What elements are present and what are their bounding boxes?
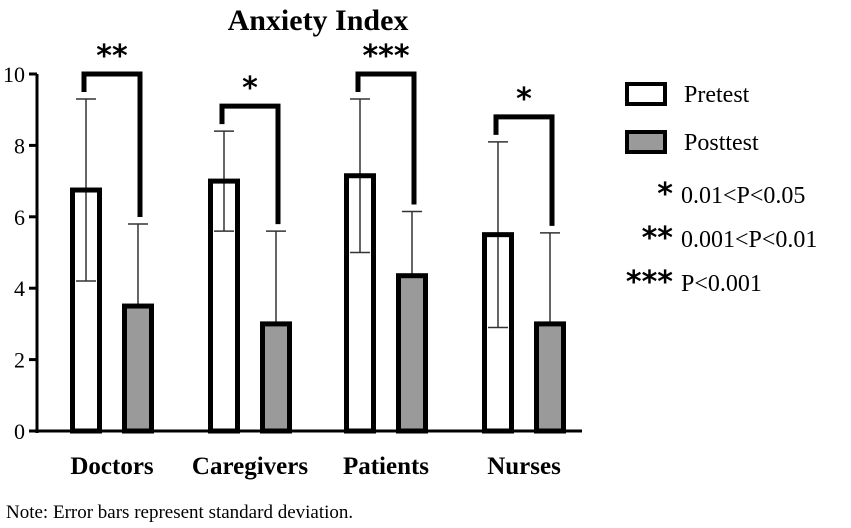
significance-stars: *	[242, 71, 258, 106]
legend-significance-stars: **	[642, 221, 674, 256]
footnote: Note: Error bars represent standard devi…	[6, 502, 353, 523]
y-tick-label: 6	[14, 205, 25, 230]
bar-pretest-patients	[344, 173, 376, 434]
significance-bracket	[355, 71, 417, 205]
significance-bracket	[493, 114, 555, 226]
legend-significance-label: 0.001<P<0.01	[681, 227, 817, 253]
significance-stars: *	[516, 82, 532, 117]
legend-label: Pretest	[684, 82, 750, 108]
x-category-label: Nurses	[487, 453, 561, 480]
chart-title: Anxiety Index	[228, 4, 409, 37]
legend-swatch-posttest	[625, 130, 667, 154]
significance-stars: ***	[362, 39, 409, 74]
bar-pretest-nurses	[482, 232, 514, 434]
legend-swatch-pretest	[625, 82, 667, 106]
y-tick-label: 8	[14, 133, 25, 158]
bar-posttest-doctors	[122, 303, 154, 434]
x-category-label: Doctors	[70, 453, 154, 480]
x-category-label: Patients	[343, 453, 429, 480]
legend-significance-label: P<0.001	[681, 271, 762, 297]
legend: Pretest Posttest * 0.01<P<0.05 ** 0.001<P<0.0…	[625, 82, 817, 300]
significance-stars: **	[96, 39, 128, 74]
bar-posttest-caregivers	[260, 321, 292, 434]
y-tick-label: 4	[14, 276, 25, 301]
significance-bracket	[219, 103, 281, 225]
bar-pretest-caregivers	[208, 178, 240, 434]
significance-bracket	[81, 71, 143, 217]
y-tick-label: 0	[14, 419, 25, 444]
bar-posttest-nurses	[534, 321, 566, 434]
bar-posttest-patients	[396, 273, 428, 434]
legend-significance-label: 0.01<P<0.05	[681, 183, 805, 209]
y-tick-label: 2	[14, 348, 25, 373]
legend-significance-stars: ***	[626, 265, 673, 300]
plot-area: 0 2 4 6 8 10 ** Doctors * Caregivers *** Patients * N…	[3, 39, 582, 480]
legend-significance-stars: *	[657, 177, 673, 212]
legend-label: Posttest	[684, 130, 759, 156]
x-category-label: Caregivers	[192, 453, 308, 480]
bar-pretest-doctors	[70, 187, 102, 434]
y-tick-label: 10	[3, 62, 25, 87]
